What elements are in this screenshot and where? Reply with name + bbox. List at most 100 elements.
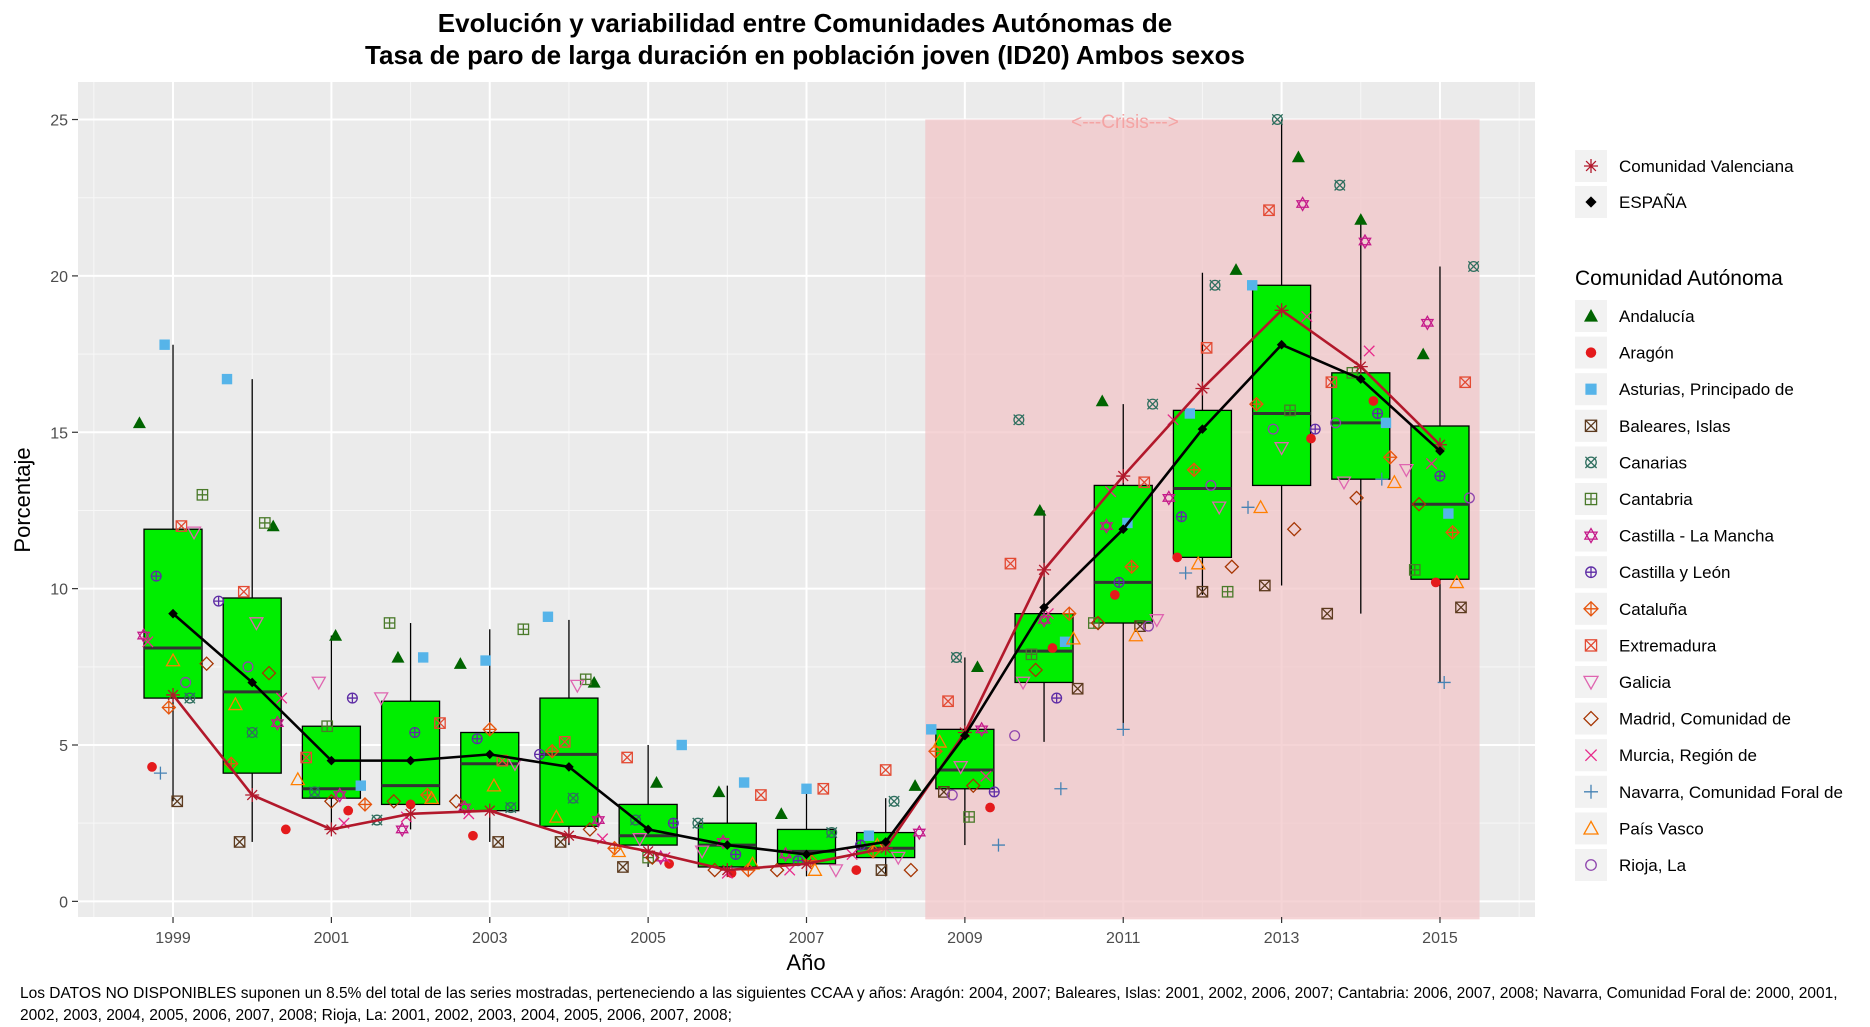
symbol-shape <box>1398 463 1414 478</box>
data-point <box>159 339 170 350</box>
data-point <box>486 777 502 792</box>
symbol-shape <box>1435 446 1445 456</box>
legend-symbol <box>1584 749 1598 762</box>
data-point <box>373 692 389 706</box>
symbol-shape <box>1263 204 1275 216</box>
data-point <box>1354 213 1368 225</box>
symbol-shape <box>1459 376 1471 388</box>
data-point <box>988 786 1000 798</box>
point-espana <box>326 755 337 766</box>
point-espana <box>960 730 970 741</box>
symbol-shape <box>483 722 497 736</box>
data-point <box>1172 552 1183 563</box>
data-point <box>807 862 823 876</box>
symbol-shape <box>246 726 258 739</box>
symbol-shape <box>1291 150 1305 163</box>
box-body <box>460 731 520 812</box>
data-point <box>246 726 258 739</box>
data-point <box>1009 730 1021 742</box>
symbol-shape <box>1274 442 1290 456</box>
box-body <box>1093 484 1153 624</box>
data-point <box>591 812 606 828</box>
point-espana <box>801 849 812 860</box>
symbol-shape <box>1585 196 1597 208</box>
symbol-shape <box>926 724 937 735</box>
legend-key <box>1575 519 1607 552</box>
symbol-shape <box>1459 376 1472 389</box>
data-point <box>1372 407 1384 420</box>
data-point <box>567 792 579 804</box>
symbol-shape <box>554 836 567 848</box>
data-point <box>879 764 892 776</box>
symbol-shape <box>1358 233 1372 246</box>
symbol-shape <box>1585 383 1597 395</box>
point-espana <box>247 677 258 688</box>
symbol-shape <box>227 696 244 711</box>
x-tick-label: 2001 <box>314 930 350 947</box>
data-point <box>946 789 958 801</box>
data-point <box>480 655 491 666</box>
symbol-shape <box>355 780 366 791</box>
data-point <box>383 617 396 629</box>
symbol-shape <box>694 845 710 860</box>
point-valenciana <box>1274 303 1289 318</box>
symbol-shape <box>1209 279 1221 291</box>
data-point <box>186 526 202 541</box>
symbol-shape <box>650 776 664 788</box>
data-point <box>1142 620 1154 632</box>
data-point <box>1146 398 1159 410</box>
data-point <box>1363 345 1375 357</box>
data-point <box>1033 503 1047 516</box>
legend-label: Castilla y León <box>1619 563 1731 582</box>
symbol-shape <box>1355 374 1366 384</box>
point-valenciana <box>720 863 735 878</box>
legend-label: Castilla - La Mancha <box>1619 527 1775 546</box>
symbol-shape <box>1162 490 1176 502</box>
point-espana <box>1276 339 1287 350</box>
data-point <box>1336 476 1352 491</box>
data-point <box>863 830 875 841</box>
data-point <box>1229 263 1243 275</box>
symbol-shape <box>1004 557 1017 570</box>
symbol-shape <box>1334 179 1346 191</box>
symbol-shape <box>270 715 285 728</box>
symbol-shape <box>197 489 208 501</box>
point-valenciana <box>878 841 893 856</box>
symbol-shape <box>1310 424 1321 435</box>
legend-highlight: Comunidad Valenciana ESPAÑA <box>1575 150 1794 218</box>
symbol-shape <box>1295 200 1310 212</box>
symbol-shape <box>1196 586 1209 598</box>
symbol-shape <box>1446 525 1460 539</box>
symbol-shape <box>324 822 339 837</box>
data-point <box>1267 423 1279 435</box>
data-point <box>1284 404 1296 417</box>
data-point <box>1443 508 1454 519</box>
symbol-shape <box>405 799 416 810</box>
symbol-shape <box>151 571 162 581</box>
legend-label: Asturias, Principado de <box>1619 380 1794 399</box>
symbol-shape <box>534 749 545 760</box>
data-point <box>237 585 250 598</box>
symbol-shape <box>1325 376 1338 389</box>
symbol-shape <box>774 807 788 819</box>
legend-symbol <box>1585 859 1597 871</box>
box-body <box>1251 284 1312 487</box>
legend-label: Madrid, Comunidad de <box>1619 710 1791 729</box>
data-point <box>974 721 989 738</box>
symbol-shape <box>564 762 574 772</box>
data-point <box>1090 615 1106 631</box>
point-valenciana <box>1432 437 1447 452</box>
data-point <box>1200 341 1213 354</box>
symbol-shape <box>1420 318 1435 331</box>
symbol-shape <box>722 840 733 850</box>
symbol-shape <box>617 861 629 873</box>
symbol-shape <box>233 836 246 848</box>
data-point <box>1263 204 1275 217</box>
symbol-shape <box>300 751 312 764</box>
legend-symbol <box>1584 456 1598 469</box>
symbol-shape <box>946 789 958 801</box>
symbol-shape <box>213 596 224 607</box>
legend-symbol <box>1582 820 1600 835</box>
y-tick-label: 15 <box>50 425 68 442</box>
point-valenciana <box>1116 469 1131 484</box>
